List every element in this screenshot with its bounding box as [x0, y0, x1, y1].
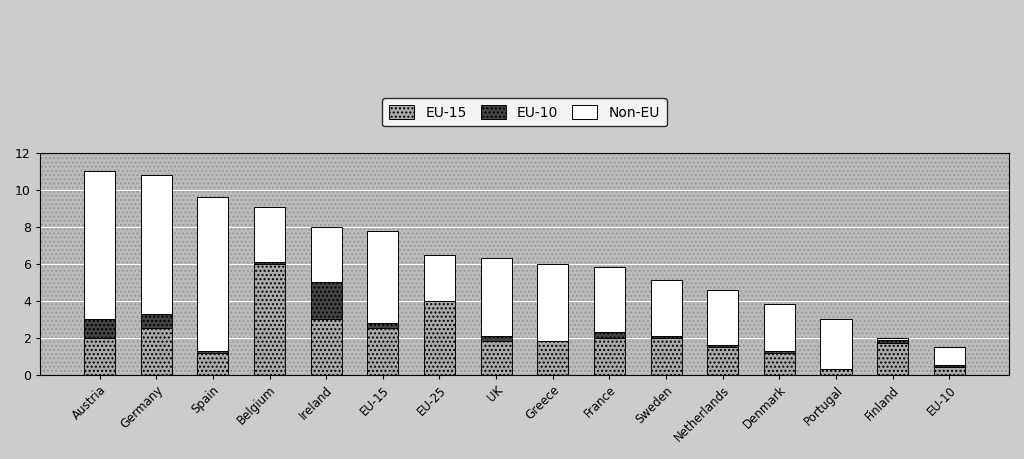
- Bar: [594, 332, 625, 338]
- Bar: [820, 369, 852, 375]
- Bar: [84, 338, 115, 375]
- Bar: [708, 290, 738, 345]
- Bar: [934, 347, 965, 365]
- Bar: [934, 367, 965, 375]
- Bar: [368, 230, 398, 323]
- Bar: [254, 264, 285, 375]
- Bar: [764, 304, 795, 351]
- Bar: [310, 227, 342, 282]
- Legend: EU-15, EU-10, Non-EU: EU-15, EU-10, Non-EU: [382, 98, 667, 127]
- Bar: [140, 313, 172, 329]
- Bar: [538, 264, 568, 341]
- Bar: [254, 262, 285, 264]
- Bar: [708, 345, 738, 347]
- Bar: [84, 171, 115, 319]
- Bar: [480, 336, 512, 341]
- Bar: [594, 338, 625, 375]
- Bar: [368, 329, 398, 375]
- Bar: [198, 351, 228, 353]
- Bar: [198, 197, 228, 351]
- Bar: [84, 319, 115, 338]
- Bar: [424, 301, 455, 375]
- Bar: [708, 347, 738, 375]
- Bar: [820, 319, 852, 369]
- Bar: [254, 207, 285, 262]
- Bar: [424, 255, 455, 301]
- Bar: [140, 329, 172, 375]
- Bar: [198, 353, 228, 375]
- Bar: [310, 282, 342, 319]
- Bar: [140, 175, 172, 313]
- Bar: [310, 319, 342, 375]
- Bar: [878, 338, 908, 340]
- Bar: [650, 280, 682, 336]
- Bar: [368, 323, 398, 329]
- Bar: [650, 336, 682, 338]
- Bar: [594, 268, 625, 332]
- Bar: [538, 341, 568, 375]
- Bar: [878, 340, 908, 343]
- Bar: [934, 365, 965, 367]
- Bar: [878, 343, 908, 375]
- Bar: [764, 353, 795, 375]
- Bar: [764, 351, 795, 353]
- Bar: [480, 341, 512, 375]
- Bar: [480, 258, 512, 336]
- Bar: [650, 338, 682, 375]
